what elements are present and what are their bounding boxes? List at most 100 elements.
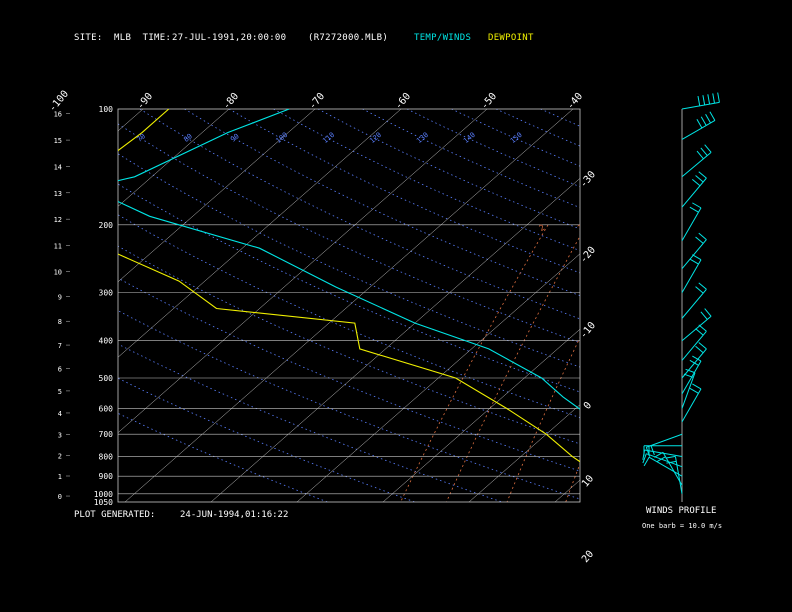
temperature-line	[118, 109, 580, 410]
header-file: (R7272000.MLB)	[308, 33, 389, 43]
site-label: SITE:	[74, 33, 103, 43]
height-tick-9: 9	[58, 294, 62, 302]
isotherm-line	[124, 109, 574, 502]
wind-barb-flag	[692, 383, 702, 390]
dry-adiabat	[118, 123, 580, 344]
isotherm-line	[118, 109, 402, 358]
wind-barb-flag	[712, 93, 715, 104]
footer-generated-value: 24-JUN-1994,01:16:22	[180, 510, 289, 520]
wind-barb-flag	[698, 324, 707, 332]
pressure-tick-600: 600	[99, 404, 114, 413]
mixing-ratio-line	[506, 336, 580, 502]
mixing-ratio-label: 12	[718, 221, 731, 234]
mixing-ratio-line	[619, 225, 730, 502]
temp-legend: TEMP/WINDS	[414, 33, 472, 43]
height-tick-2: 2	[58, 452, 62, 460]
dew-legend: DEWPOINT	[488, 33, 534, 43]
height-tick-8: 8	[58, 318, 62, 326]
isobars	[118, 224, 580, 495]
height-tick-12: 12	[54, 216, 62, 224]
mixing-ratio-label: 3	[576, 223, 585, 233]
dry-adiabat-label: 70	[135, 132, 147, 144]
wind-barb-flag	[665, 455, 676, 459]
mixing-ratio-line	[689, 225, 788, 502]
dry-adiabat-label: 40	[0, 132, 6, 144]
mixing-ratio-line	[446, 235, 580, 502]
mixing-ratio-line	[400, 224, 549, 502]
height-tick-1: 1	[58, 473, 62, 481]
pressure-tick-900: 900	[99, 472, 114, 481]
wind-barb-flag	[698, 282, 707, 290]
mixing-ratio-label: 5	[627, 223, 636, 233]
dry-adiabat-label: 140	[462, 131, 477, 145]
dry-adiabat	[540, 109, 580, 127]
pressure-tick-100: 100	[99, 105, 114, 114]
wind-barb-flag	[696, 150, 704, 160]
isotherm-line	[641, 109, 792, 502]
dry-adiabat	[495, 109, 580, 147]
dry-adiabat-labels: 2030405060708090100110120130140150	[0, 131, 524, 145]
winds-profile	[642, 92, 720, 502]
height-tick-5: 5	[58, 388, 62, 396]
wind-barb-flag	[707, 94, 711, 105]
wind-barb	[681, 315, 712, 342]
wind-barb-flag	[696, 119, 703, 129]
isotherm-line	[468, 404, 580, 502]
dry-adiabat-label: 130	[415, 131, 430, 145]
wind-barb-flag	[695, 328, 704, 336]
wind-barb-flag	[650, 445, 655, 456]
wind-barb-flag	[698, 342, 707, 350]
wind-barb-flag	[685, 368, 696, 374]
wind-barb-flag	[702, 95, 706, 106]
dry-adiabat-label: 150	[509, 131, 524, 145]
mixing-ratio-lines	[400, 224, 792, 502]
winds-profile-title: WINDS PROFILE	[646, 506, 717, 516]
height-tick-15: 15	[54, 137, 62, 145]
wind-barb-flag	[695, 345, 704, 354]
dry-adiabat	[118, 214, 580, 419]
wind-barb	[646, 453, 683, 468]
wind-barb-flag	[692, 178, 701, 187]
wind-barb-flag	[704, 144, 712, 153]
wind-barb	[681, 120, 716, 140]
isotherm-line	[554, 479, 580, 502]
dry-adiabat	[139, 109, 580, 320]
dry-adiabats	[118, 109, 792, 502]
pressure-tick-300: 300	[99, 289, 114, 298]
pressure-tick-1050: 1050	[94, 498, 113, 507]
height-tick-16: 16	[54, 111, 62, 119]
pressure-tick-200: 200	[99, 221, 114, 230]
isotherm-line	[296, 253, 580, 502]
wind-barb-flag	[698, 232, 707, 240]
isotherm-label-right: 20	[580, 549, 596, 565]
dry-adiabat	[118, 183, 580, 393]
wind-barb-flag	[689, 206, 699, 213]
wind-barb-flag	[692, 355, 702, 362]
isotherm-label-right: 10	[580, 473, 596, 489]
height-tick-10: 10	[54, 268, 62, 276]
isotherm-line	[118, 109, 144, 132]
dry-adiabat-label: 100	[274, 131, 289, 145]
isotherm-label-right: -10	[578, 320, 598, 341]
height-tick-13: 13	[54, 190, 62, 198]
mixing-ratio-line	[737, 225, 792, 502]
height-tick-14: 14	[54, 163, 62, 171]
wind-barb	[681, 101, 720, 110]
winds-profile-scale: One barb = 10.0 m/s	[642, 522, 723, 530]
header-site: SITE: MLB TIME:	[74, 33, 171, 43]
wind-barb-flag	[695, 286, 704, 294]
isotherm-label-right: -30	[578, 169, 598, 190]
wind-barb	[681, 372, 696, 409]
height-tick-4: 4	[58, 410, 62, 418]
isotherms	[118, 109, 792, 502]
dry-adiabat	[585, 109, 792, 502]
isotherm-labels: -110-100-90-80-70-60-50-40-30-20-1001020…	[47, 89, 598, 565]
wind-barb-flag	[700, 116, 707, 126]
wind-barb-flag	[689, 387, 699, 394]
wind-barb-flag	[654, 451, 664, 458]
wind-barb-flag	[695, 175, 704, 183]
mixing-ratio-label: 8	[676, 223, 685, 233]
wind-barb-flag	[689, 359, 699, 366]
wind-barb-flag	[700, 311, 708, 320]
